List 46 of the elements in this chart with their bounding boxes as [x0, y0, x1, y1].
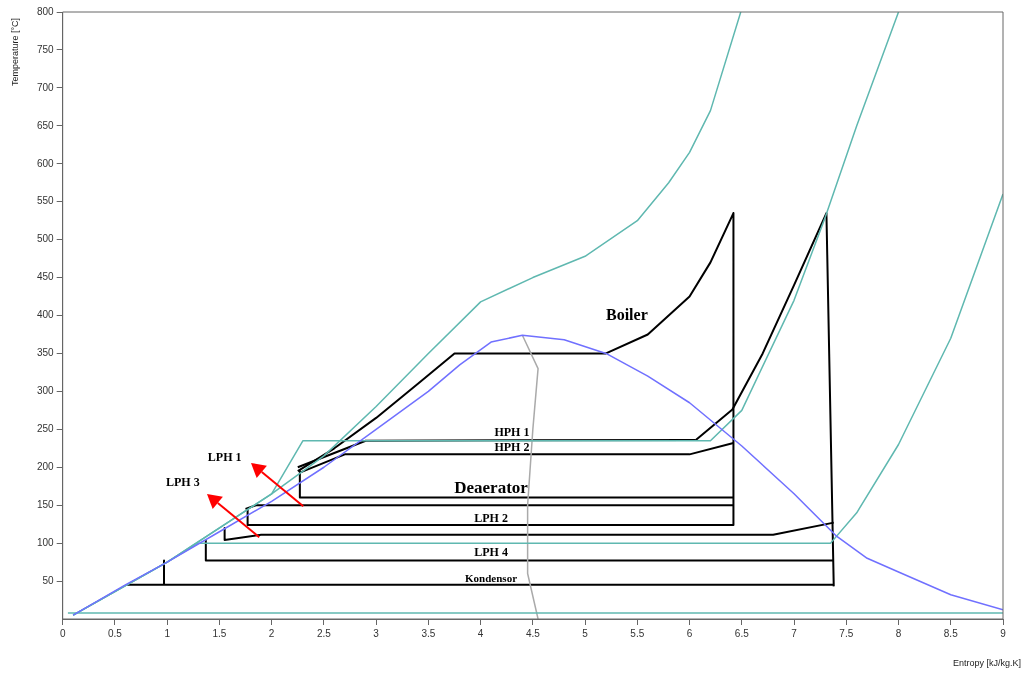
- x-tick-label: 3: [373, 627, 380, 639]
- y-tick-label: 500: [37, 233, 55, 245]
- x-tick-label: 4: [477, 627, 484, 639]
- y-tick-label: 650: [37, 119, 55, 131]
- y-tick-label: 200: [37, 461, 55, 472]
- y-tick-label: 550: [37, 195, 55, 207]
- x-axis-title: Entropy [kJ/kg.K]: [952, 657, 1021, 668]
- x-tick-label: 5: [582, 627, 589, 639]
- annotation: Kondensor: [465, 572, 518, 585]
- x-tick-label: 7: [791, 627, 798, 639]
- annotation: LPH 4: [474, 545, 508, 560]
- x-tick-label: 5.5: [630, 627, 645, 639]
- annotation: Deaerator: [454, 477, 529, 497]
- y-tick-label: 50: [42, 574, 55, 586]
- annotation: LPH 3: [166, 474, 200, 489]
- x-tick-label: 1: [164, 627, 171, 639]
- x-tick-label: 2: [268, 627, 275, 639]
- y-tick-label: 750: [37, 43, 55, 55]
- x-tick-label: 8.5: [943, 627, 959, 639]
- y-tick-label: 400: [37, 309, 55, 321]
- x-tick-label: 8: [895, 627, 902, 639]
- y-tick-label: 150: [37, 498, 55, 510]
- y-tick-label: 800: [37, 5, 55, 17]
- x-tick-label: 3.5: [421, 627, 436, 639]
- y-tick-label: 600: [37, 157, 55, 169]
- x-tick-label: 6: [686, 627, 693, 639]
- y-tick-label: 700: [37, 81, 55, 93]
- annotation: LPH 2: [474, 510, 508, 525]
- x-tick-label: 7.5: [839, 627, 854, 639]
- x-tick-label: 1.5: [212, 627, 227, 639]
- y-tick-label: 300: [37, 385, 55, 397]
- annotation: LPH 1: [207, 450, 242, 465]
- y-tick-label: 350: [37, 347, 55, 359]
- x-tick-label: 0.5: [107, 627, 123, 639]
- x-tick-label: 0: [59, 627, 66, 639]
- x-tick-label: 4.5: [525, 627, 541, 639]
- annotation: Boiler: [605, 305, 648, 323]
- y-tick-label: 250: [37, 423, 55, 435]
- x-tick-label: 9: [1000, 627, 1007, 639]
- x-tick-label: 2.5: [316, 627, 332, 639]
- y-tick-label: 100: [37, 536, 55, 548]
- y-axis-title: Temperature [°C]: [10, 17, 21, 87]
- annotation: HPH 1: [494, 425, 530, 440]
- y-tick-label: 450: [37, 271, 55, 283]
- annotation: HPH 2: [494, 440, 530, 455]
- x-tick-label: 6.5: [734, 627, 750, 639]
